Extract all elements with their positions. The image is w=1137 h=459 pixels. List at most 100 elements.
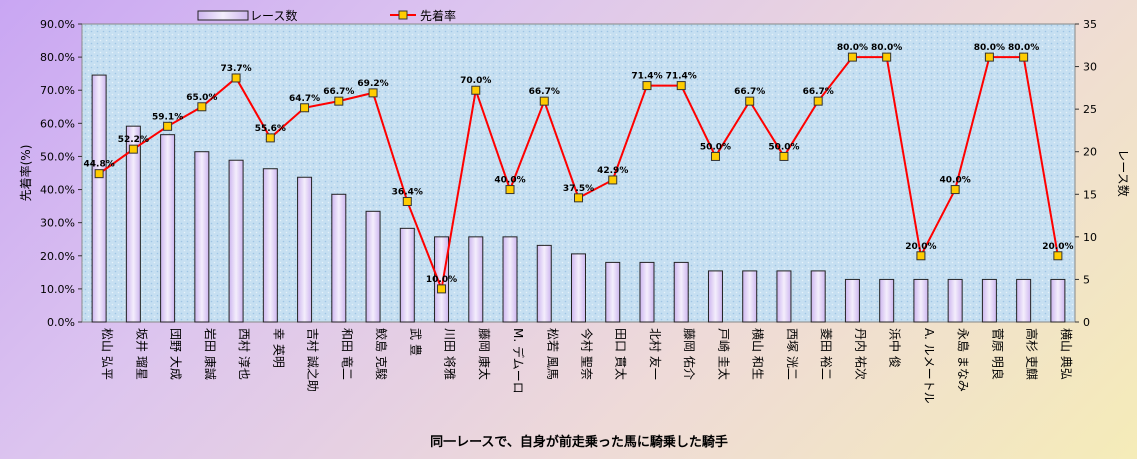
data-label: 80.0% bbox=[871, 43, 902, 53]
legend-bar-label: レース数 bbox=[250, 8, 297, 23]
bar bbox=[365, 210, 381, 323]
line-marker bbox=[128, 144, 138, 154]
bar bbox=[262, 168, 278, 323]
y-right-tick-label: 10 bbox=[1083, 231, 1097, 244]
x-category-label: 松山 弘平 bbox=[100, 328, 114, 380]
x-category-label: A. ルメートル bbox=[922, 328, 936, 404]
data-label: 66.7% bbox=[803, 87, 834, 97]
data-label: 52.2% bbox=[118, 135, 149, 145]
x-category-label: 菅原 明良 bbox=[990, 328, 1005, 380]
data-label: 80.0% bbox=[837, 43, 868, 53]
line-marker bbox=[608, 175, 618, 185]
line-marker bbox=[471, 85, 481, 95]
data-label: 40.0% bbox=[940, 176, 971, 186]
x-category-label: 横山 典弘 bbox=[1059, 328, 1073, 380]
bar bbox=[331, 193, 347, 323]
line-marker bbox=[300, 103, 310, 113]
data-label: 55.6% bbox=[255, 124, 286, 134]
bar bbox=[605, 261, 621, 323]
x-category-label: 浜中 俊 bbox=[888, 328, 903, 368]
x-category-label: 西村 淳也 bbox=[237, 328, 252, 380]
y-left-tick-label: 20.0% bbox=[40, 250, 75, 263]
x-category-label: 北村 友一 bbox=[648, 328, 662, 380]
x-category-label: 鮫島 克駿 bbox=[374, 328, 389, 380]
bar bbox=[228, 159, 244, 323]
y-right-tick-label: 5 bbox=[1083, 273, 1090, 286]
line-marker bbox=[231, 73, 241, 83]
bar bbox=[297, 176, 313, 323]
bar bbox=[810, 270, 826, 323]
x-axis-title: 同一レースで、自身が前走乗った馬に騎乗した騎手 bbox=[430, 434, 728, 450]
x-category-label: 和田 竜二 bbox=[340, 328, 354, 380]
y-left-tick-label: 90.0% bbox=[40, 18, 75, 31]
line-marker bbox=[642, 81, 652, 91]
data-label: 20.0% bbox=[1042, 242, 1073, 252]
bar bbox=[160, 134, 176, 323]
data-label: 71.4% bbox=[631, 72, 662, 82]
data-label: 66.7% bbox=[323, 87, 354, 97]
y-left-tick-label: 50.0% bbox=[40, 150, 75, 163]
line-marker bbox=[950, 185, 960, 195]
bar bbox=[913, 278, 929, 323]
y-left-tick-label: 40.0% bbox=[40, 184, 75, 197]
x-category-label: 坂井 瑠星 bbox=[134, 328, 148, 380]
line-marker bbox=[813, 96, 823, 106]
x-category-label: 高杉 吏麒 bbox=[1025, 328, 1040, 380]
data-label: 64.7% bbox=[289, 94, 320, 104]
legend-line-label: 先着率 bbox=[420, 8, 456, 23]
y-right-tick-label: 25 bbox=[1083, 103, 1097, 116]
y-right-tick-label: 0 bbox=[1083, 316, 1090, 329]
bar bbox=[399, 227, 415, 323]
y-axis-right-title: レース数 bbox=[1116, 149, 1131, 196]
x-category-label: 吉村 誠之助 bbox=[306, 328, 320, 392]
x-category-label: 横山 和生 bbox=[751, 328, 765, 380]
line-marker bbox=[539, 96, 549, 106]
line-marker bbox=[505, 185, 515, 195]
line-marker bbox=[94, 169, 104, 179]
line-marker bbox=[1019, 52, 1029, 62]
data-label: 69.2% bbox=[357, 79, 388, 89]
bar bbox=[981, 278, 997, 323]
line-marker bbox=[1053, 251, 1063, 261]
legend-bar-swatch bbox=[197, 10, 249, 21]
data-label: 50.0% bbox=[768, 142, 799, 152]
x-category-label: 永島 まなみ bbox=[956, 328, 971, 392]
bar bbox=[742, 270, 758, 323]
x-category-label: 岩田 康誠 bbox=[203, 328, 218, 380]
legend-line-marker bbox=[398, 10, 408, 20]
data-label: 37.5% bbox=[563, 184, 594, 194]
y-right-tick-label: 20 bbox=[1083, 146, 1097, 159]
line-marker bbox=[197, 102, 207, 112]
x-category-label: 菱田 裕二 bbox=[819, 328, 834, 380]
y-right-tick-label: 30 bbox=[1083, 61, 1097, 74]
y-right-tick-label: 35 bbox=[1083, 18, 1097, 31]
bar bbox=[125, 125, 141, 323]
line-marker bbox=[437, 284, 447, 294]
line-marker bbox=[574, 193, 583, 203]
x-category-label: 団野 大成 bbox=[169, 328, 183, 380]
x-category-label: 川田 将雅 bbox=[443, 328, 458, 380]
line-marker bbox=[779, 151, 789, 161]
data-label: 66.7% bbox=[734, 87, 765, 97]
line-marker bbox=[984, 52, 994, 62]
data-label: 80.0% bbox=[974, 43, 1005, 53]
bar bbox=[673, 261, 689, 323]
data-label: 42.9% bbox=[597, 166, 628, 176]
bar bbox=[571, 253, 586, 323]
x-category-label: 藤岡 康太 bbox=[477, 328, 492, 380]
y-axis-left-title: 先着率(%) bbox=[18, 145, 33, 202]
bar bbox=[879, 278, 895, 323]
y-left-tick-label: 0.0% bbox=[47, 316, 75, 329]
line-marker bbox=[402, 196, 412, 206]
bar bbox=[844, 278, 860, 323]
bar bbox=[194, 151, 210, 323]
data-label: 66.7% bbox=[529, 87, 560, 97]
line-marker bbox=[163, 121, 173, 131]
data-label: 59.1% bbox=[152, 112, 183, 122]
legend: レース数 先着率 bbox=[197, 8, 456, 23]
x-category-label: 西塚 洸二 bbox=[785, 328, 799, 380]
y-left-tick-label: 70.0% bbox=[40, 84, 75, 97]
bar bbox=[91, 74, 107, 323]
